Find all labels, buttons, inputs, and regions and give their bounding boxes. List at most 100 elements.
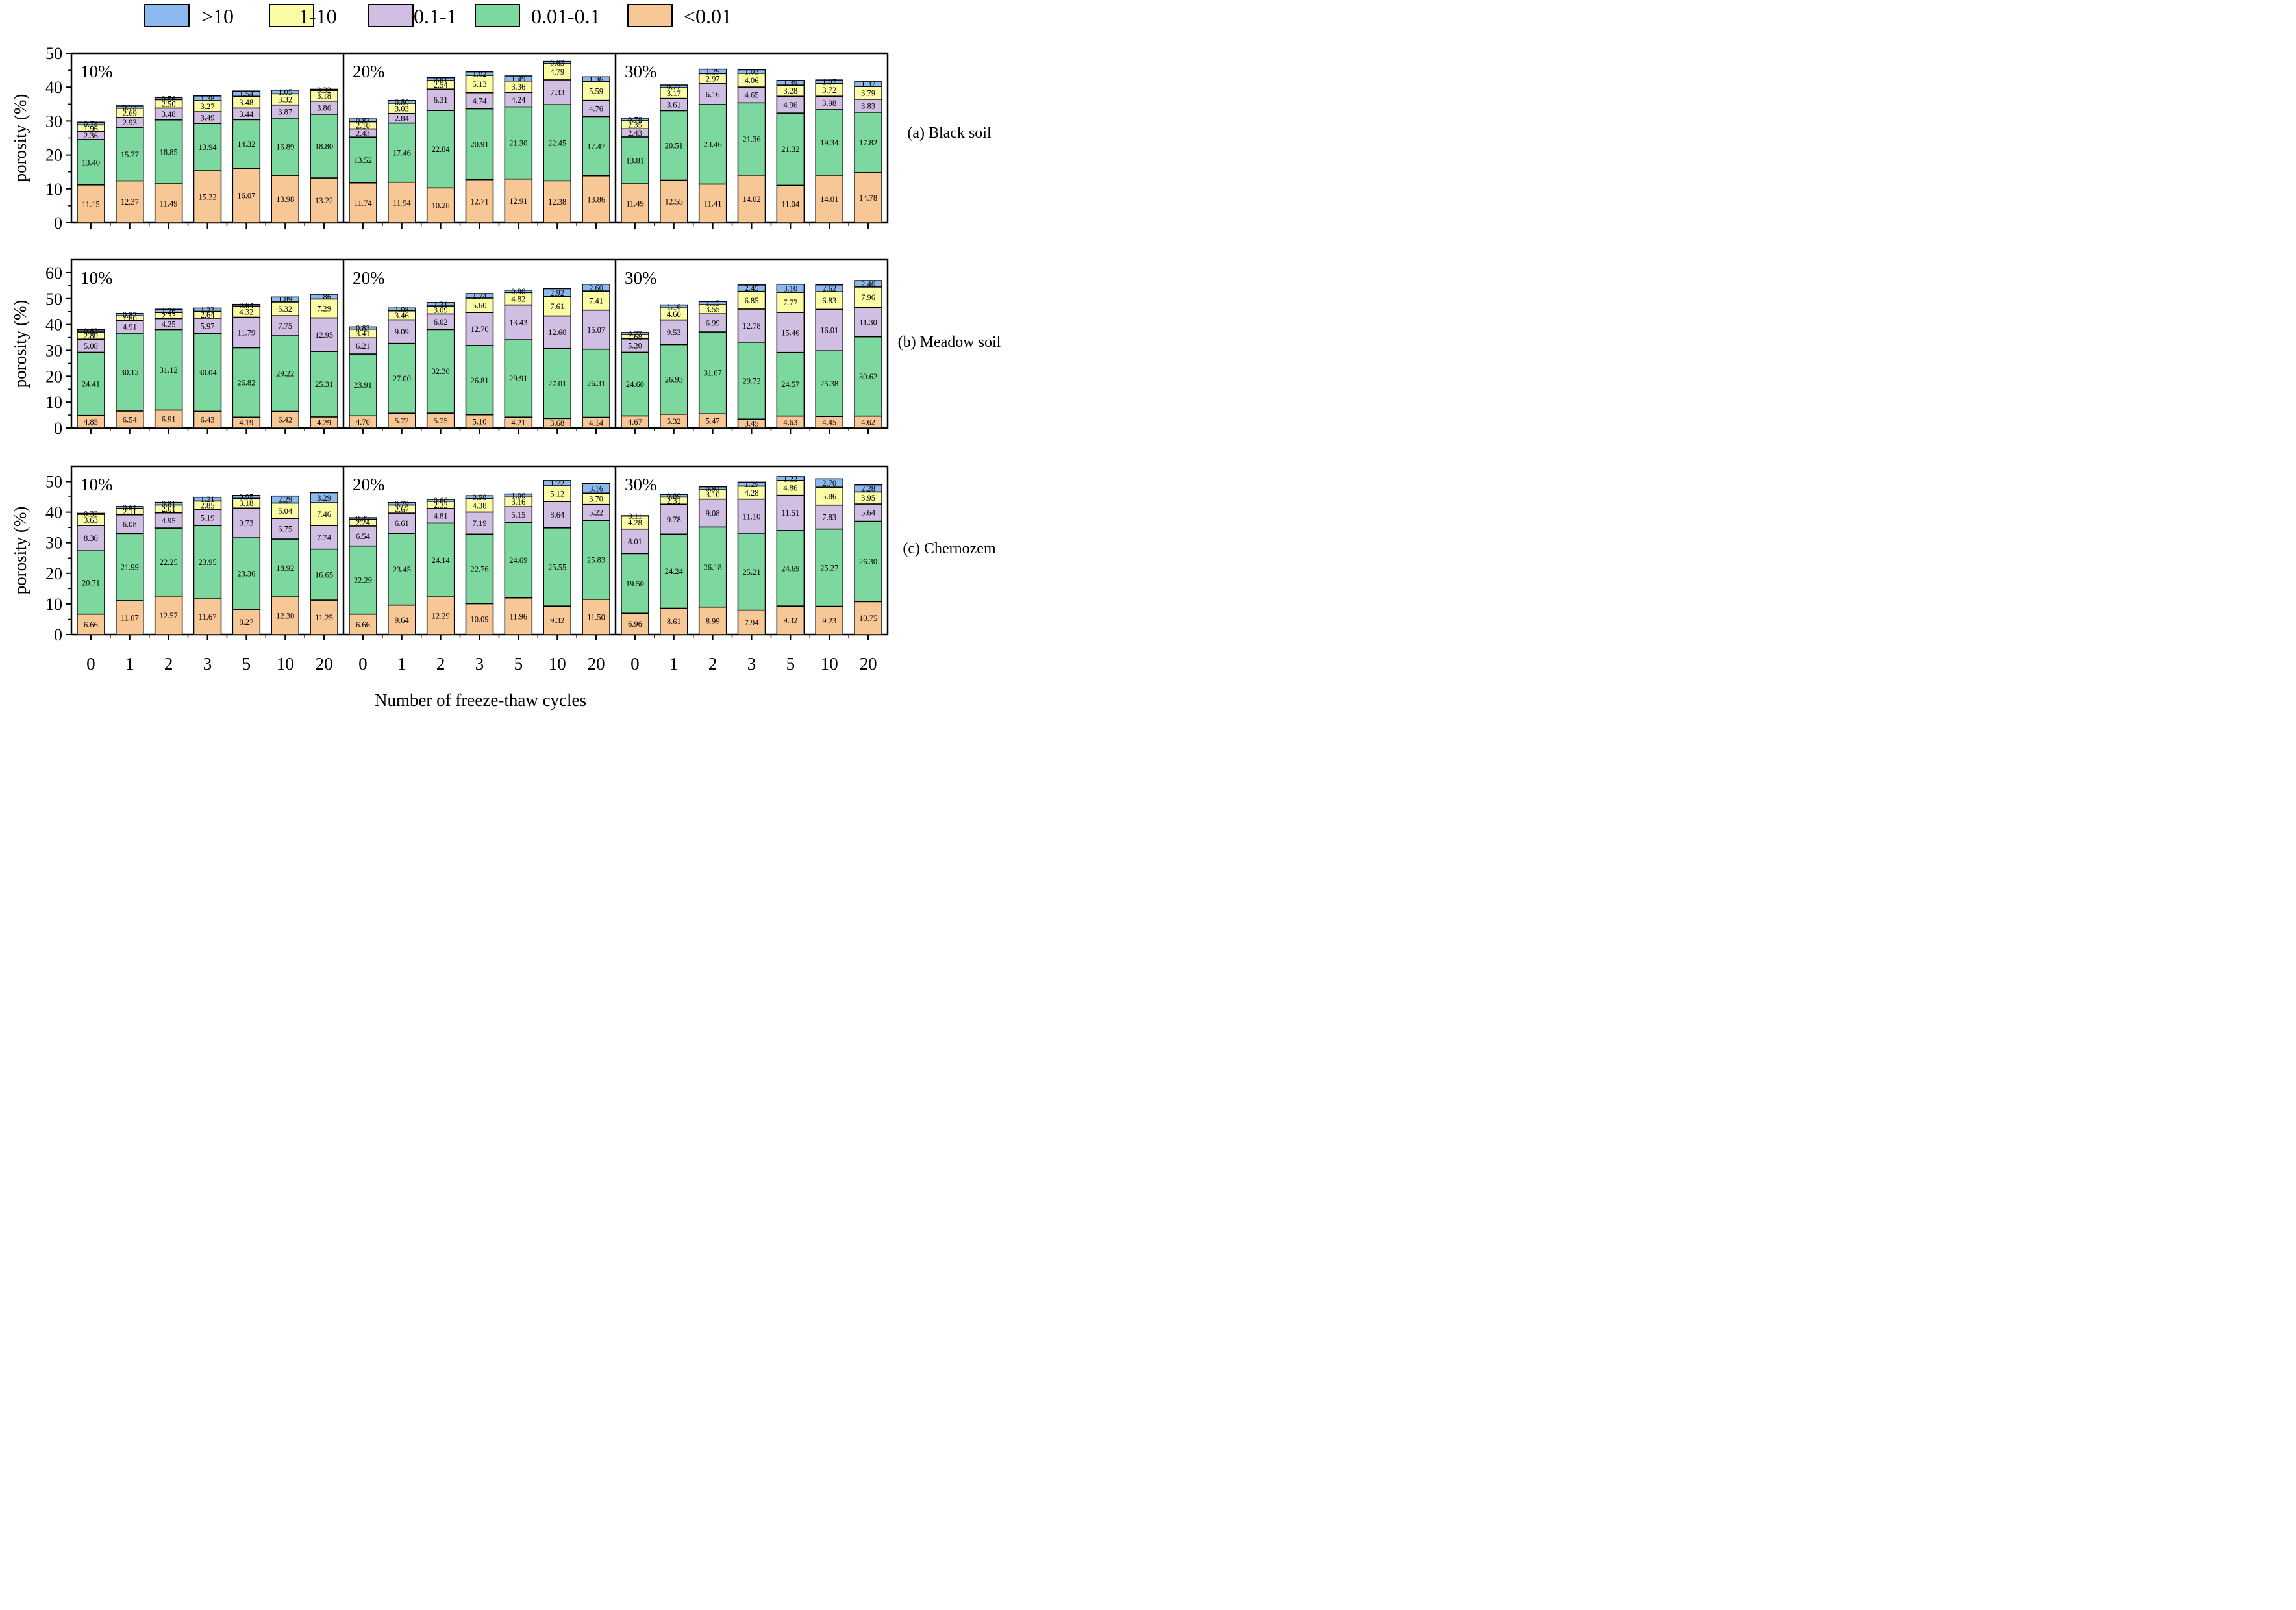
x-tick-label: 20 (860, 654, 877, 673)
data-label: 6.83 (822, 296, 836, 305)
bar-segment (426, 329, 455, 414)
data-label: 2.29 (278, 496, 292, 505)
data-label: 2.45 (745, 284, 759, 293)
data-label: 19.50 (626, 579, 644, 588)
data-label: 24.41 (82, 380, 100, 389)
data-label: 6.21 (356, 342, 370, 351)
data-label: 29.72 (742, 377, 760, 386)
data-label: 11.07 (121, 613, 139, 622)
data-label: 5.10 (473, 417, 487, 426)
bar-segment (698, 183, 727, 223)
data-label: 0.47 (356, 514, 370, 523)
bar-segment (465, 495, 494, 499)
data-label: 4.79 (550, 68, 564, 77)
data-label: 7.46 (317, 510, 331, 519)
data-label: 23.46 (704, 140, 722, 149)
data-label: 3.63 (84, 516, 98, 525)
bar-segment (698, 486, 727, 490)
data-label: 2.92 (550, 288, 564, 297)
data-label: 25.38 (820, 379, 838, 388)
bar-segment (582, 348, 610, 418)
data-label: 3.29 (317, 494, 331, 503)
data-label: 16.01 (820, 326, 838, 335)
data-label: 2.33 (162, 311, 176, 320)
y-tick-label: 60 (45, 264, 62, 283)
stacked-porosity-chart: >10 1-10 0.1-1 0.01-0.1 <0.01 0 10 20 30 40 50 poro… (0, 0, 1017, 714)
bar-segment (116, 180, 144, 223)
data-label: 30.62 (859, 372, 877, 381)
bar-segment (504, 178, 533, 223)
bar-segment (776, 351, 805, 417)
data-label: 8.30 (84, 534, 98, 543)
y-axis-title: porosity (%) (10, 300, 30, 388)
bar-segment (776, 494, 805, 531)
bar-segment (582, 283, 610, 292)
x-tick-label: 20 (588, 654, 605, 673)
data-label: 0.80 (395, 97, 409, 107)
bar-segment (621, 118, 649, 121)
x-tick-label: 0 (630, 654, 640, 673)
bar-segment (232, 316, 261, 349)
data-label: 21.99 (121, 563, 139, 572)
data-label: 9.23 (822, 616, 836, 625)
y-tick-label: 30 (45, 534, 62, 553)
bar-segment (426, 499, 455, 502)
data-label: 7.77 (783, 298, 797, 307)
data-label: 3.46 (395, 311, 409, 320)
bar-segment (271, 596, 299, 635)
data-label: 3.16 (511, 497, 525, 507)
bar-segment (193, 95, 222, 101)
bar-segment (504, 339, 533, 418)
bar-segment (465, 75, 494, 94)
bar-segment (504, 506, 533, 523)
bar-segment (815, 478, 843, 488)
data-label: 1.29 (706, 67, 720, 76)
data-label: 3.41 (356, 329, 370, 338)
data-label: 25.27 (820, 564, 838, 573)
bar-segment (776, 292, 805, 313)
data-label: 6.96 (628, 620, 642, 629)
bar-segment (271, 175, 299, 223)
data-label: 2.85 (201, 501, 215, 510)
bar-segment (193, 598, 222, 635)
data-label: 18.80 (315, 142, 333, 151)
bar-segment (388, 604, 416, 635)
data-label: 12.91 (509, 197, 527, 206)
data-label: 17.47 (587, 142, 605, 151)
data-label: 13.86 (587, 195, 605, 204)
data-label: 27.00 (393, 374, 411, 383)
data-label: 0.81 (434, 75, 448, 84)
data-label: 12.60 (548, 328, 566, 337)
y-tick-label: 50 (45, 44, 62, 63)
data-label: 1.37 (861, 80, 875, 89)
data-label: 6.54 (356, 532, 371, 541)
bar-segment (271, 90, 299, 95)
data-label: 6.61 (395, 519, 409, 528)
x-tick-label: 3 (747, 654, 756, 673)
data-label: 3.45 (745, 420, 759, 429)
bar-segment (154, 183, 183, 223)
data-label: 0.83 (356, 116, 370, 125)
data-label: 7.61 (550, 302, 564, 311)
legend-swatch-r1_10 (269, 4, 314, 27)
data-label: 0.90 (511, 287, 525, 296)
bar-segment (232, 303, 261, 307)
group-label: 10% (81, 268, 113, 288)
data-label: 2.31 (667, 496, 681, 505)
data-label: 3.28 (783, 86, 797, 95)
bar-segment (154, 329, 183, 411)
data-label: 2.84 (395, 114, 410, 123)
bar-segment (737, 481, 766, 487)
bar-segment (349, 517, 377, 520)
group-label: 20% (353, 62, 385, 81)
bar-segment (737, 284, 766, 292)
data-label: 20.91 (470, 140, 488, 149)
data-label: 4.14 (589, 418, 604, 427)
bar-segment (154, 596, 183, 635)
data-label: 3.17 (667, 89, 681, 98)
bar-segment (737, 609, 766, 635)
bar-segment (504, 522, 533, 599)
data-label: 15.32 (198, 193, 216, 202)
data-label: 12.78 (742, 321, 760, 331)
data-label: 4.76 (589, 105, 603, 114)
